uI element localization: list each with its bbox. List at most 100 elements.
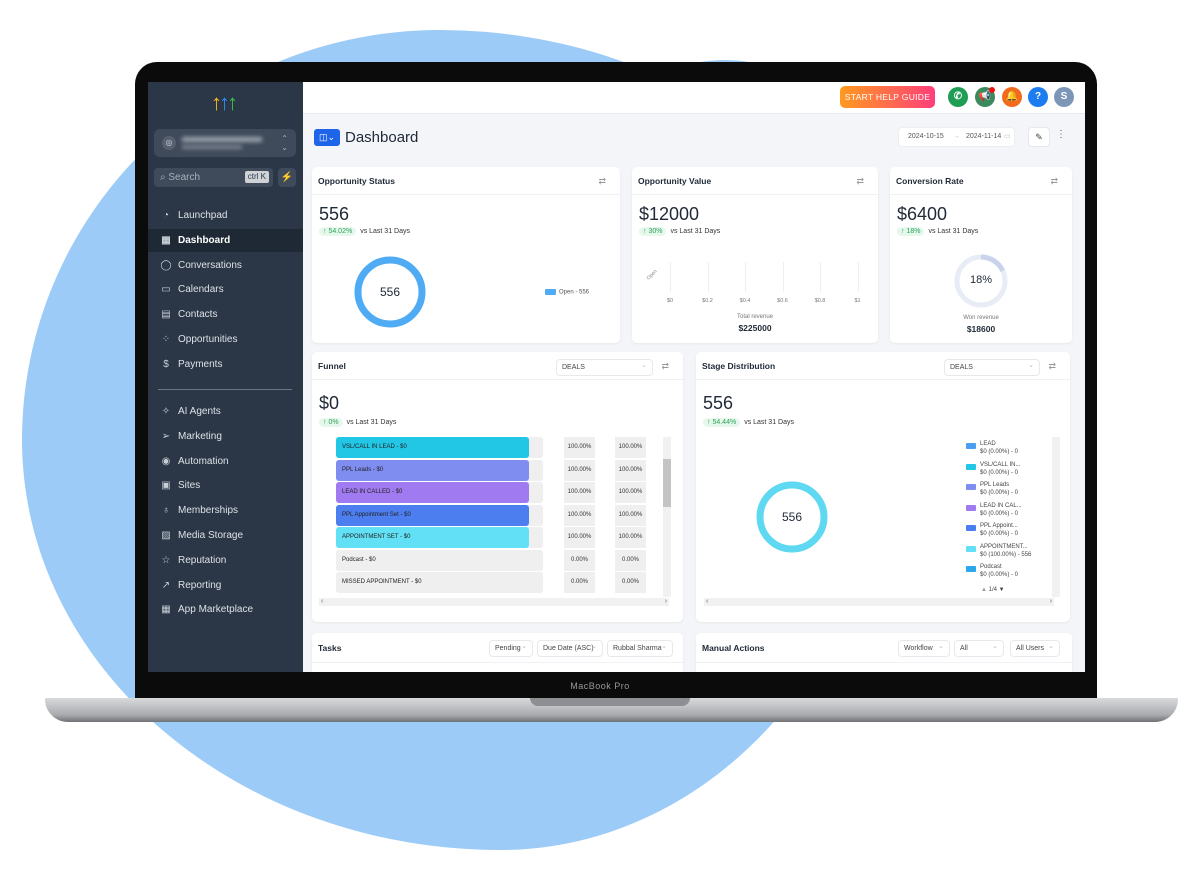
megaphone-icon[interactable]: 📢 xyxy=(975,87,995,107)
grid-icon: ▦ xyxy=(161,234,171,246)
legend-item[interactable]: PPL Appoint... $0 (0.00%) - 0 xyxy=(966,522,1018,538)
legend-name: VSL/CALL IN... xyxy=(980,461,1021,468)
funnel-conversion-pct: 100.00% xyxy=(615,527,646,548)
sidebar-item-calendars[interactable]: ▭ Calendars xyxy=(148,278,303,301)
legend-swatch xyxy=(966,463,976,470)
legend-item[interactable]: APPOINTMENT... $0 (100.00%) - 556 xyxy=(966,543,1031,559)
contacts-icon: ▤ xyxy=(161,309,171,321)
quick-action-bolt-icon[interactable]: ⚡ xyxy=(278,168,296,187)
sidebar-item-payments[interactable]: $ Payments xyxy=(148,353,303,376)
sidebar-item-launchpad[interactable]: ◔ Launchpad xyxy=(148,204,303,227)
sidebar-item-marketing[interactable]: ➢ Marketing xyxy=(148,425,303,448)
type-select[interactable]: All xyxy=(954,639,1004,657)
sidebar-item-opportunities[interactable]: ⁘ Opportunities xyxy=(148,328,303,351)
sidebar-item-contacts[interactable]: ▤ Contacts xyxy=(148,303,303,326)
legend-vertical-scrollbar[interactable] xyxy=(1052,437,1060,597)
total-revenue-label: Total revenue xyxy=(736,314,774,320)
sidebar-item-memberships[interactable]: ♁ Memberships xyxy=(148,499,303,522)
sidebar-divider xyxy=(158,389,292,390)
scroll-thumb[interactable] xyxy=(663,459,671,507)
sidebar-item-label: Automation xyxy=(178,455,229,467)
users-select[interactable]: All Users xyxy=(1010,639,1060,657)
sidebar-item-reporting[interactable]: ↗ Reporting xyxy=(148,574,303,597)
search-input[interactable]: ⌕ Search ctrl K xyxy=(154,168,273,187)
sidebar-item-reputation[interactable]: ☆ Reputation xyxy=(148,549,303,572)
sidebar-item-label: Reporting xyxy=(178,579,222,591)
trend-icon: ↗ xyxy=(161,579,171,591)
legend-item[interactable]: PPL Leads $0 (0.00%) - 0 xyxy=(966,481,1018,497)
legend-item[interactable]: Podcast $0 (0.00%) - 0 xyxy=(966,563,1018,579)
sidebar-item-label: Opportunities xyxy=(178,334,238,345)
card-title: Stage Distribution xyxy=(702,361,776,371)
phone-icon[interactable]: ✆ xyxy=(948,87,968,107)
y-category-label: Open xyxy=(645,268,659,282)
x-tick-label: $0.6 xyxy=(777,298,788,304)
stage-horizontal-scrollbar[interactable]: ‹ › xyxy=(704,598,1054,606)
card-title: Opportunity Value xyxy=(638,176,712,186)
funnel-conversion-pct: 0.00% xyxy=(615,549,646,571)
funnel-row[interactable]: MISSED APPOINTMENT - $0 xyxy=(336,572,543,593)
date-range-picker[interactable]: 2024-10-15 → 2024-11-14 ▭ xyxy=(898,127,1015,147)
pager-prev-icon[interactable]: ▲ xyxy=(981,587,987,593)
swap-icon[interactable]: ⇄ xyxy=(856,176,864,186)
funnel-row[interactable]: PPL Appointment Set - $0 xyxy=(336,504,543,526)
help-icon[interactable]: ? xyxy=(1028,87,1048,107)
funnel-row[interactable]: PPL Leads - $0 xyxy=(336,459,543,481)
funnel-horizontal-scrollbar[interactable]: ‹ › xyxy=(319,598,669,606)
pager-next-icon[interactable]: ▼ xyxy=(998,587,1005,593)
sidebar-item-sites[interactable]: ▣ Sites xyxy=(148,474,303,497)
edit-dashboard-button[interactable]: ✎ xyxy=(1028,127,1050,147)
funnel-row[interactable]: LEAD IN CALLED - $0 xyxy=(336,482,543,503)
sort-select[interactable]: Due Date (ASC) xyxy=(537,639,603,657)
laptop-brand: MacBook Pro xyxy=(570,681,630,691)
sidebar-item-ai-agents[interactable]: ✧ AI Agents xyxy=(148,400,303,423)
sidebar-item-label: Sites xyxy=(178,480,201,492)
sidebar-item-automation[interactable]: ◉ Automation xyxy=(148,450,303,473)
swap-icon[interactable]: ⇄ xyxy=(598,176,606,186)
metric-delta: ↑ 54.02% vs Last 31 Days xyxy=(319,227,410,236)
user-avatar[interactable]: S xyxy=(1054,87,1074,107)
image-icon: ▨ xyxy=(161,530,171,541)
x-tick-label: $0.2 xyxy=(702,298,713,304)
status-filter-select[interactable]: Pending xyxy=(489,639,533,657)
sidebar-item-app-marketplace[interactable]: ▦ App Marketplace xyxy=(148,598,303,621)
delta-caption: vs Last 31 Days xyxy=(670,228,721,235)
sidebar-item-media-storage[interactable]: ▨ Media Storage xyxy=(148,524,303,547)
swap-icon[interactable]: ⇄ xyxy=(1048,361,1056,371)
account-switcher[interactable]: ◎ ⌃ ⌄ xyxy=(154,129,296,157)
funnel-type-select[interactable]: DEALS xyxy=(556,358,653,376)
card-title: Tasks xyxy=(318,643,342,653)
tasks-card: Tasks Pending Due Date (ASC) Rubbal Shar… xyxy=(312,633,683,672)
dashboard-switcher-button[interactable]: ◫⌄ xyxy=(314,129,340,146)
funnel-row[interactable]: VSL/CALL IN LEAD - $0 xyxy=(336,437,543,458)
funnel-conversion-pct: 100.00% xyxy=(615,504,646,526)
x-tick-label: $1 xyxy=(854,298,861,304)
legend-label: Open - 556 xyxy=(559,289,590,296)
legend-item[interactable]: VSL/CALL IN... $0 (0.00%) - 0 xyxy=(966,461,1020,477)
legend-value: $0 (0.00%) - 0 xyxy=(980,449,1019,455)
donut-center-value: 556 xyxy=(781,510,803,524)
sidebar-item-dashboard[interactable]: ▦ Dashboard xyxy=(148,228,303,252)
sidebar-item-conversations[interactable]: ◯ Conversations xyxy=(148,254,303,277)
legend-swatch xyxy=(966,566,976,572)
funnel-bar: MISSED APPOINTMENT - $0 xyxy=(336,572,543,593)
opportunity-value-card: Opportunity Value ⇄ $12000 ↑ 30% vs Last 3… xyxy=(632,167,878,343)
assignee-select[interactable]: Rubbal Sharma xyxy=(607,639,673,657)
swap-icon[interactable]: ⇄ xyxy=(1050,176,1058,186)
bell-icon[interactable]: 🔔 xyxy=(1002,87,1022,107)
sites-icon: ▣ xyxy=(161,480,171,492)
metric-value: $0 xyxy=(319,393,340,413)
stage-type-select[interactable]: DEALS xyxy=(944,358,1040,376)
more-options-icon[interactable]: ⋮ xyxy=(1056,129,1066,140)
legend-name: LEAD IN CAL... xyxy=(980,502,1022,509)
funnel-vertical-scrollbar[interactable] xyxy=(663,437,671,597)
legend-item[interactable]: LEAD IN CAL... $0 (0.00%) - 0 xyxy=(966,502,1022,518)
chat-icon: ◯ xyxy=(160,259,172,271)
workflow-select[interactable]: Workflow xyxy=(898,639,950,657)
legend-item[interactable]: LEAD $0 (0.00%) - 0 xyxy=(966,440,1018,456)
start-help-guide-button[interactable]: START HELP GUIDE xyxy=(840,86,935,108)
funnel-row[interactable]: Podcast - $0 xyxy=(336,549,543,571)
swap-icon[interactable]: ⇄ xyxy=(661,361,669,371)
funnel-bar: APPOINTMENT SET - $0 xyxy=(336,527,529,548)
funnel-row[interactable]: APPOINTMENT SET - $0 xyxy=(336,527,543,548)
